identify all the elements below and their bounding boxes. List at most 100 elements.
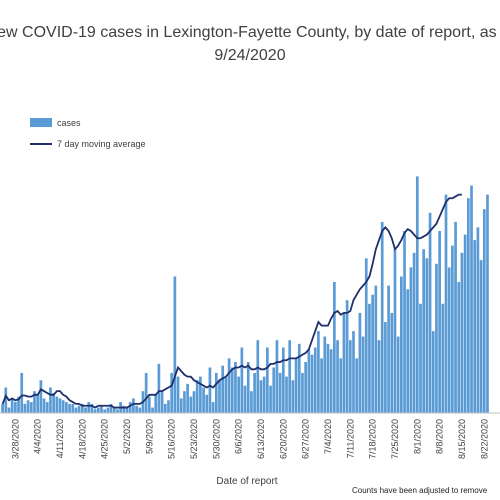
bar: [4, 387, 8, 413]
adjustment-note: Counts have been adjusted to remove: [352, 486, 488, 495]
bar: [301, 372, 304, 413]
bar: [170, 372, 174, 413]
bar: [269, 385, 272, 413]
bar: [403, 231, 406, 413]
bar: [128, 402, 132, 413]
bar: [96, 407, 100, 413]
bar: [463, 234, 467, 413]
bar: [151, 407, 154, 413]
bar: [348, 340, 352, 413]
x-tick-label: 7/4/2020: [323, 419, 333, 454]
bar: [221, 365, 225, 413]
x-tick-label: 7/25/2020: [390, 419, 400, 459]
bar: [90, 403, 94, 413]
bar: [112, 407, 116, 413]
bar: [466, 198, 470, 413]
bar: [144, 372, 148, 413]
bar: [310, 354, 314, 413]
bar: [285, 376, 288, 413]
bar: [122, 405, 126, 413]
bar: [457, 281, 461, 413]
bar: [186, 383, 189, 413]
chart-title-line1: New COVID-19 cases in Lexington-Fayette …: [0, 24, 500, 41]
bar: [77, 405, 81, 413]
legend-swatch-cases: [30, 118, 52, 127]
x-tick-label: 6/27/2020: [301, 419, 311, 459]
x-tick-label: 4/18/2020: [77, 419, 87, 459]
bar: [374, 285, 378, 413]
bar: [358, 312, 362, 413]
bar: [160, 391, 164, 413]
x-tick-label: 8/8/2020: [435, 419, 445, 454]
bar: [454, 221, 457, 413]
bar: [329, 349, 333, 413]
bar: [333, 281, 336, 413]
bar: [36, 394, 40, 413]
bar: [106, 407, 110, 413]
legend-label-moving-average: 7 day moving average: [57, 139, 146, 149]
x-tick-label: 8/15/2020: [457, 419, 467, 459]
bar: [259, 380, 263, 413]
x-tick-label: 7/11/2020: [345, 419, 355, 458]
bar: [52, 392, 55, 413]
bar: [262, 376, 266, 413]
bar: [393, 249, 397, 413]
bar: [291, 380, 295, 413]
bar: [195, 380, 199, 413]
bar: [428, 212, 432, 413]
bar: [476, 227, 480, 413]
bar: [438, 231, 441, 413]
bar: [371, 294, 374, 413]
bar: [234, 362, 237, 413]
bar: [345, 300, 349, 413]
bar: [240, 347, 244, 413]
bar: [479, 260, 483, 413]
bar: [17, 396, 20, 413]
bar: [336, 340, 339, 413]
bar: [246, 362, 250, 413]
bar: [275, 340, 279, 413]
bar: [61, 400, 65, 413]
bar: [272, 367, 276, 413]
bar: [339, 358, 343, 413]
bar: [482, 209, 486, 413]
bar: [278, 372, 282, 413]
bar: [39, 380, 43, 413]
bar: [74, 407, 78, 413]
bar: [33, 391, 36, 413]
bar: [93, 409, 97, 413]
bar: [65, 402, 68, 413]
bar: [147, 396, 151, 413]
bar: [415, 176, 419, 413]
bar: [208, 367, 212, 413]
bar: [154, 394, 158, 413]
bar: [1, 403, 4, 413]
bar: [100, 405, 103, 413]
legend: cases 7 day moving average: [30, 118, 146, 149]
bar-series: [1, 176, 489, 413]
bar: [387, 285, 390, 413]
bar: [294, 358, 298, 413]
bar: [470, 185, 473, 413]
bar: [422, 249, 426, 413]
x-axis-title: Date of report: [216, 476, 277, 487]
bar: [224, 376, 228, 413]
bar: [288, 340, 292, 413]
x-tick-label: 5/23/2020: [189, 419, 199, 459]
bar: [364, 258, 368, 413]
x-tick-label: 6/6/2020: [234, 419, 244, 454]
bar: [473, 240, 477, 413]
bar: [266, 347, 269, 413]
bar: [444, 194, 448, 413]
bar: [218, 380, 221, 413]
bar: [10, 398, 14, 413]
bar: [26, 400, 30, 413]
bar: [304, 362, 307, 413]
bar: [49, 387, 52, 413]
bar: [486, 194, 489, 413]
bar: [409, 267, 413, 413]
x-tick-label: 5/16/2020: [167, 419, 177, 459]
bar: [320, 358, 323, 413]
bar: [45, 402, 49, 413]
